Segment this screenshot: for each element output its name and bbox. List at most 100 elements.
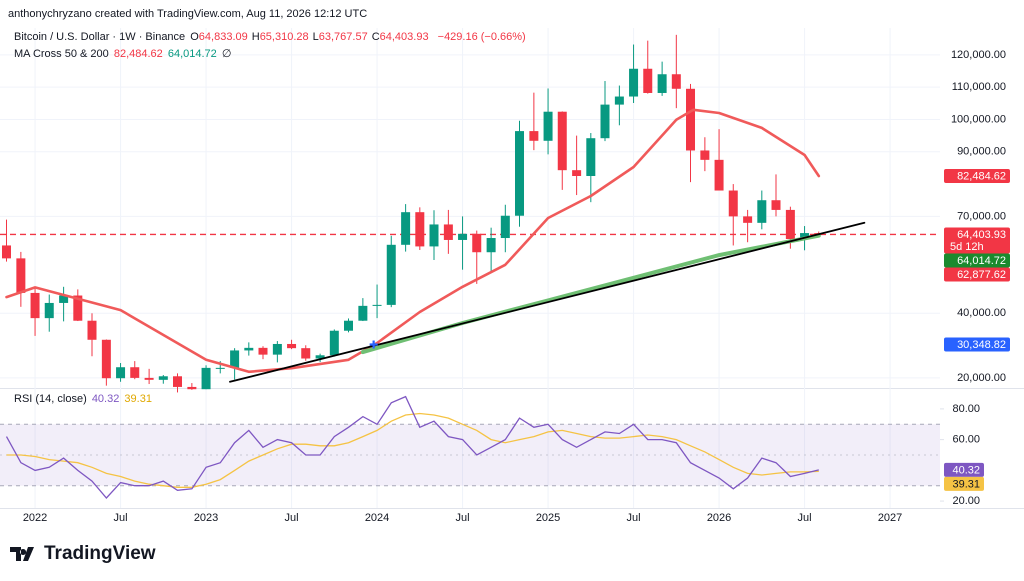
- ohlc-value: 65,310.28: [259, 31, 309, 43]
- price-label: 64,014.72: [957, 255, 1006, 267]
- candle-body: [500, 215, 510, 239]
- candle-body: [101, 339, 111, 379]
- candle-body: [700, 150, 710, 160]
- candle-body: [87, 320, 97, 340]
- footer-logo: TradingView: [10, 543, 156, 565]
- candle-body: [515, 131, 525, 216]
- candle-body: [757, 200, 767, 223]
- candle-body: [44, 302, 54, 319]
- candle-body: [158, 376, 168, 380]
- ohlc-key: O: [190, 31, 199, 43]
- rsi-value: 39.31: [124, 393, 152, 405]
- y-tick-label: 100,000.00: [951, 113, 1006, 125]
- ma-symbol: ∅: [221, 48, 232, 60]
- candle-body: [728, 190, 738, 217]
- candle-body: [771, 200, 781, 210]
- candle-body: [401, 212, 411, 245]
- rsi-pane: 20.00 60.00 80.00 40.32 39.31: [0, 395, 984, 507]
- ohlc-values: O64,833.09 H65,310.28 L63,767.57 C64,403.93: [190, 31, 432, 43]
- rsi-line: [6, 412, 819, 488]
- ohlc-key: C: [371, 31, 380, 43]
- price-label-box: [944, 267, 1010, 282]
- symbol-title: Bitcoin / U.S. Dollar · 1W · Binance: [14, 31, 186, 43]
- candle-body: [643, 68, 653, 93]
- rsi-name: RSI (14, close): [14, 393, 87, 405]
- candle-body: [443, 224, 453, 240]
- price-label: 64,403.93: [957, 229, 1006, 241]
- value-label: 40.32: [952, 464, 980, 476]
- y-tick-label: 20.00: [952, 495, 980, 507]
- candle-body: [572, 170, 582, 176]
- price-pane: 20,000.00 40,000.00 70,000.00 90,000.00 100,…: [0, 28, 1010, 524]
- candle-body: [144, 377, 154, 380]
- y-tick-label: 70,000.00: [957, 210, 1006, 222]
- candle-body: [600, 104, 610, 139]
- candle-body: [244, 347, 254, 351]
- attribution: anthonychryzano created with TradingView…: [8, 8, 368, 20]
- price-label-box: [944, 337, 1010, 352]
- value-label-box: [944, 462, 984, 477]
- candle-body: [187, 386, 197, 390]
- candle-body: [73, 295, 83, 321]
- candle-body: [201, 367, 211, 390]
- candle-body: [230, 350, 240, 368]
- candle-body: [1, 245, 11, 259]
- candle-body: [173, 376, 183, 387]
- candle-body: [557, 111, 567, 171]
- x-tick-label: Jul: [285, 512, 299, 524]
- candle-body: [329, 330, 339, 356]
- candle-body: [785, 209, 795, 239]
- candle-body: [472, 233, 482, 253]
- candle-body: [458, 233, 468, 240]
- candle-body: [315, 355, 325, 359]
- candle-body: [671, 74, 681, 89]
- y-tick-label: 20,000.00: [957, 372, 1006, 384]
- price-label-box: [944, 169, 1010, 184]
- x-tick-label: 2027: [878, 512, 902, 524]
- candle-body: [16, 258, 26, 293]
- price-label: 30,348.82: [957, 339, 1006, 351]
- candle-body: [258, 347, 268, 355]
- y-tick-label: 80.00: [952, 403, 980, 415]
- y-tick-label: 90,000.00: [957, 146, 1006, 158]
- ohlc-key: L: [312, 31, 319, 43]
- x-tick-label: Jul: [798, 512, 812, 524]
- logo-icon: [10, 547, 34, 561]
- ohlc-value: 64,833.09: [198, 31, 248, 43]
- x-tick-label: 2026: [707, 512, 731, 524]
- candle-body: [116, 367, 126, 379]
- candle-body: [386, 244, 396, 305]
- candle-body: [287, 343, 297, 349]
- price-label-box: [944, 253, 1010, 268]
- indicator-line: [229, 221, 866, 383]
- candle-body: [800, 233, 810, 239]
- candle-body: [686, 88, 696, 151]
- indicator-line: [360, 233, 821, 355]
- y-tick-label: 120,000.00: [951, 49, 1006, 61]
- rsi-line: [5, 395, 819, 499]
- candle-body: [59, 295, 69, 303]
- price-label-sub: 5d 12h: [950, 241, 984, 253]
- ma-value: 64,014.72: [167, 48, 217, 60]
- ohlc-value: 64,403.93: [379, 31, 429, 43]
- candle-body: [714, 159, 724, 191]
- y-tick-label: 110,000.00: [952, 81, 1006, 93]
- candle-body: [272, 343, 282, 355]
- price-label: 82,484.62: [957, 170, 1006, 182]
- value-label-box: [944, 476, 984, 491]
- x-tick-label: Jul: [114, 512, 128, 524]
- ma-legend: MA Cross 50 & 200 82,484.62 64,014.72 ∅: [14, 47, 233, 60]
- candle-body: [657, 74, 667, 93]
- price-label-box: [944, 227, 1010, 254]
- candle-body: [301, 348, 311, 359]
- candle-body: [30, 292, 40, 319]
- candle-body: [344, 320, 354, 331]
- ma-name: MA Cross 50 & 200: [14, 48, 109, 60]
- candle-body: [130, 367, 140, 378]
- rsi-value: 40.32: [91, 393, 120, 405]
- x-tick-label: 2023: [194, 512, 218, 524]
- candle-body: [415, 212, 425, 247]
- candle-body: [358, 305, 368, 321]
